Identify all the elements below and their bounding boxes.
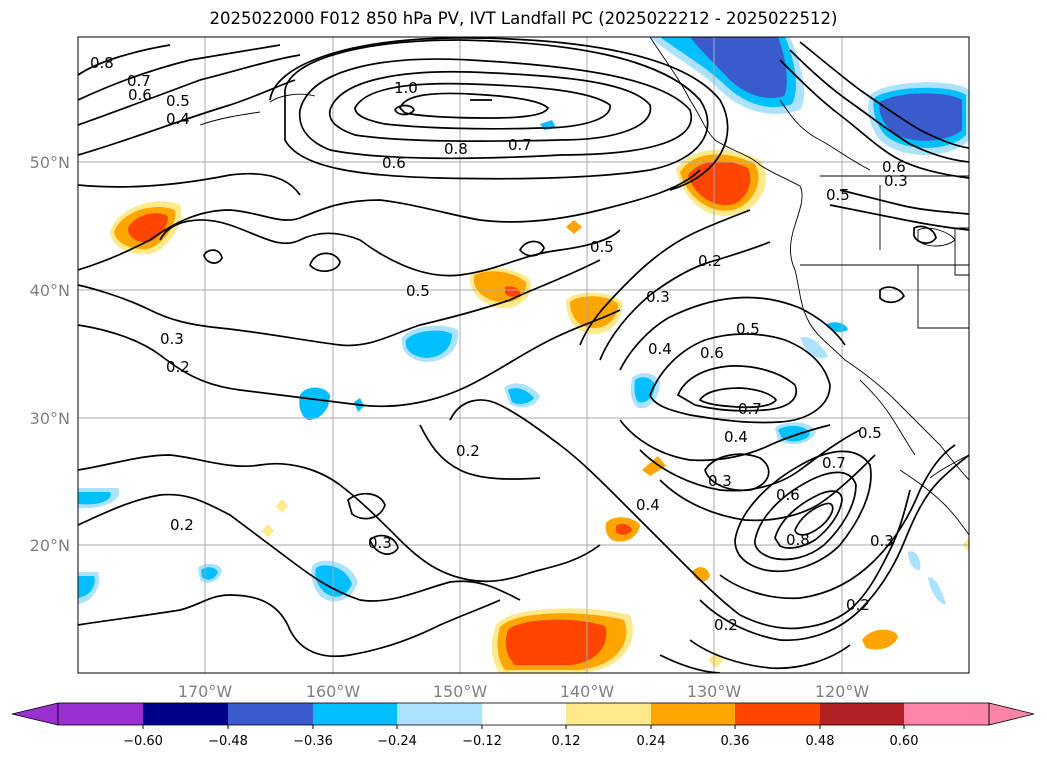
colorbar-bin [566,703,651,725]
negative-shading [78,37,969,605]
contour-label: 0.2 [166,358,190,376]
colorbar-bin [482,703,566,725]
contour-label: 0.5 [166,92,190,110]
contour-label: 0.6 [382,154,406,172]
contour-label: 0.5 [826,186,850,204]
colorbar-tick-label: 0.60 [890,734,919,749]
contour-label: 0.7 [822,454,846,472]
contour-label: 0.2 [698,252,722,270]
colorbar-under-arrow [11,702,59,726]
contour-label: 0.2 [170,516,194,534]
colorbar-tick-label: −0.48 [208,734,248,749]
colorbar-tick-label: 0.48 [806,734,835,749]
contour-label: 0.3 [884,172,908,190]
colorbar-bin [904,703,989,725]
contour-label: 0.7 [738,400,762,418]
contour-label: 0.8 [90,54,114,72]
lon-label-130w: 130°W [687,682,742,701]
colorbar-over-arrow [988,702,1035,726]
positive-shading [110,149,969,673]
contour-label: 0.6 [882,158,906,176]
pv-contours [78,37,969,673]
lat-label-50n: 50°N [30,153,70,172]
graticule [78,37,969,673]
coastlines [199,37,969,536]
contour-label: 0.5 [858,424,882,442]
colorbar-bin [651,703,735,725]
plot-frame [77,36,970,674]
contour-label: 0.7 [127,72,151,90]
contour-label: 0.4 [724,428,748,446]
colorbar-tick-label: −0.36 [293,734,333,749]
contour-label: 0.5 [736,320,760,338]
contour-label: 0.4 [648,340,672,358]
colorbar-tick-label: 0.24 [637,734,666,749]
colorbar-frame [57,702,990,726]
map-title: 2025022000 F012 850 hPa PV, IVT Landfall… [209,9,838,28]
contour-label: 0.4 [636,496,660,514]
colorbar-bin [313,703,397,725]
contour-label: 0.3 [368,534,392,552]
lon-label-150w: 150°W [433,682,488,701]
contour-label: 0.2 [846,596,870,614]
colorbar: −0.60 −0.48 −0.36 −0.24 −0.12 0.12 0.24 … [11,702,1035,749]
contour-label: 0.3 [870,532,894,550]
contour-label: 0.4 [166,110,190,128]
contour-label: 0.6 [776,486,800,504]
lon-label-140w: 140°W [560,682,615,701]
colorbar-bin [735,703,820,725]
colorbar-tick-label: −0.60 [123,734,163,749]
contour-label: 0.2 [714,616,738,634]
longitude-labels: 170°W 160°W 150°W 140°W 130°W 120°W [178,682,870,701]
latitude-labels: 50°N 40°N 30°N 20°N [30,153,70,555]
lat-label-30n: 30°N [30,409,70,428]
contour-label: 0.2 [456,442,480,460]
lon-label-160w: 160°W [306,682,361,701]
colorbar-tick-label: 0.36 [721,734,750,749]
colorbar-bin [228,703,313,725]
contour-label: 1.0 [394,79,418,97]
lon-label-120w: 120°W [815,682,870,701]
contour-label: 0.7 [508,136,532,154]
colorbar-bin [397,703,482,725]
colorbar-tick-label: −0.12 [462,734,502,749]
contour-label: 0.8 [444,140,468,158]
contour-label: 0.5 [406,282,430,300]
colorbar-bin [58,703,143,725]
lat-label-40n: 40°N [30,281,70,300]
contour-label-group: 0.8 0.7 0.6 0.5 0.4 1.0 0.6 0.8 0.7 0.5 … [90,54,908,634]
lat-label-20n: 20°N [30,536,70,555]
shade-pos-pnw-core [688,161,751,206]
colorbar-bin [820,703,904,725]
contour-label: 0.3 [708,472,732,490]
contour-label: 0.8 [786,531,810,549]
contour-label: 0.3 [160,330,184,348]
contour-label: 0.6 [128,86,152,104]
contour-label: 0.3 [646,288,670,306]
colorbar-tick-label: 0.12 [552,734,581,749]
contour-label: 0.5 [590,238,614,256]
colorbar-bin [143,703,228,725]
lon-label-170w: 170°W [178,682,233,701]
colorbar-tick-label: −0.24 [377,734,417,749]
contour-label: 0.6 [700,344,724,362]
